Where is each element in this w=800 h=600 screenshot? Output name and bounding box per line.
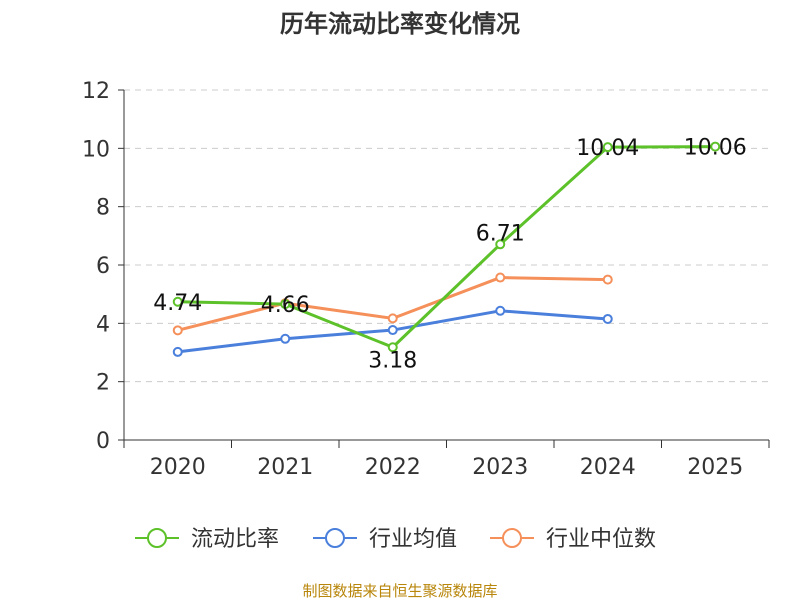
- legend-item[interactable]: 流动比率: [135, 527, 279, 552]
- data-point: [172, 346, 183, 357]
- legend-item[interactable]: 行业均值: [313, 527, 457, 552]
- y-tick-label: 10: [82, 137, 110, 162]
- legend[interactable]: 流动比率 行业均值 行业中位数: [135, 527, 656, 552]
- series-line: [177, 145, 716, 349]
- data-point: [602, 142, 613, 153]
- legend-marker: [325, 528, 345, 548]
- x-tick-label: 2020: [150, 455, 206, 480]
- y-tick-label: 2: [96, 371, 110, 396]
- x-tick-label: 2025: [687, 455, 743, 480]
- data-labels: 4.74 4.66 3.18 6.71 10.04 10.06: [153, 136, 746, 374]
- data-point: [172, 296, 183, 307]
- x-tick-label: 2024: [580, 455, 636, 480]
- data-point: [280, 299, 291, 310]
- data-label: 6.71: [476, 221, 525, 246]
- data-point: [387, 313, 398, 324]
- axes: 0 2 4 6 8 10 12 2020 2021 2022 2023 2024 2025: [82, 79, 770, 480]
- chart-title: 历年流动比率变化情况: [280, 10, 520, 38]
- y-tick-label: 0: [96, 429, 110, 454]
- grid-lines: [124, 89, 769, 383]
- legend-marker: [502, 528, 522, 548]
- legend-marker: [147, 528, 167, 548]
- y-tick-label: 12: [82, 79, 110, 104]
- data-point: [495, 305, 506, 316]
- legend-item[interactable]: 行业中位数: [490, 527, 656, 552]
- data-point: [172, 325, 183, 336]
- y-tick-label: 8: [96, 196, 110, 221]
- data-point: [387, 325, 398, 336]
- source-note: 制图数据来自恒生聚源数据库: [302, 582, 497, 600]
- data-label: 3.18: [368, 348, 417, 373]
- series-group: [172, 141, 721, 357]
- data-point: [495, 239, 506, 250]
- legend-label: 行业均值: [369, 527, 457, 552]
- data-point: [710, 141, 721, 152]
- x-tick-label: 2023: [472, 455, 528, 480]
- data-label: 4.74: [153, 291, 202, 316]
- data-label: 10.04: [576, 136, 639, 161]
- data-point: [387, 342, 398, 353]
- x-tick-label: 2021: [257, 455, 313, 480]
- data-point: [602, 313, 613, 324]
- data-point: [280, 333, 291, 344]
- data-label: 4.66: [261, 293, 310, 318]
- data-point: [495, 272, 506, 283]
- data-label: 10.06: [684, 136, 747, 161]
- y-tick-label: 4: [96, 312, 110, 337]
- y-tick-label: 6: [96, 254, 110, 279]
- data-point: [602, 274, 613, 285]
- legend-label: 流动比率: [191, 527, 279, 552]
- legend-label: 行业中位数: [546, 527, 656, 552]
- x-tick-label: 2022: [365, 455, 421, 480]
